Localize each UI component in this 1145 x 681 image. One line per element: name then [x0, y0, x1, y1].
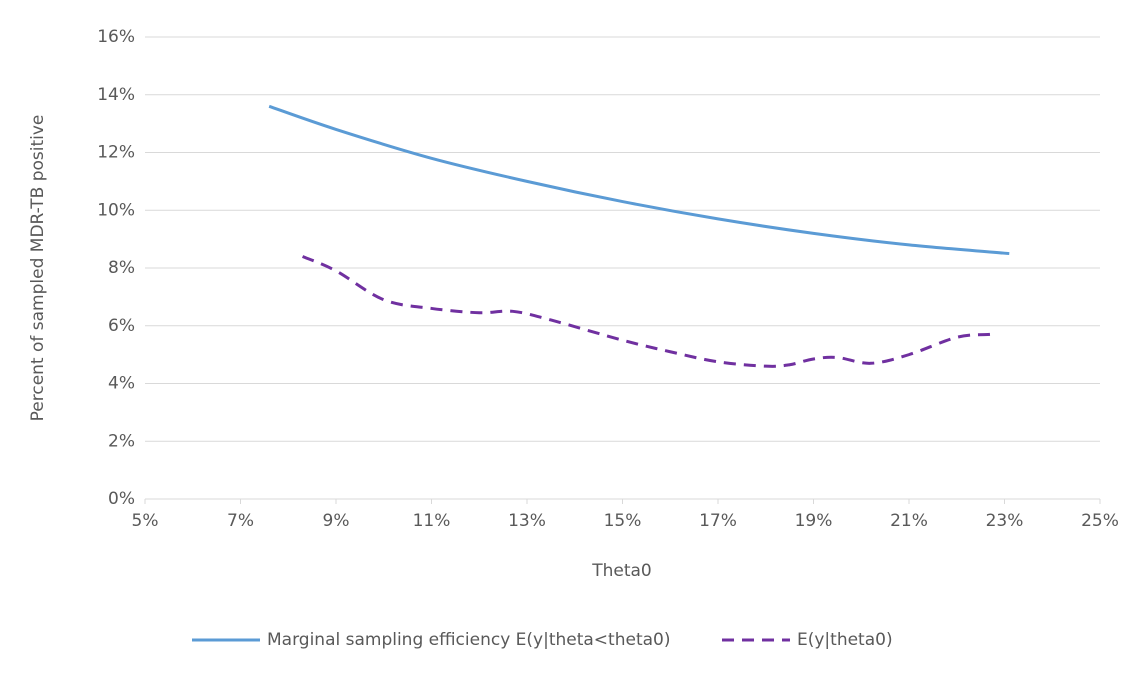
- x-tick-label: 19%: [795, 511, 833, 531]
- y-tick-label: 0%: [108, 489, 135, 509]
- y-tick-label: 4%: [108, 374, 135, 394]
- x-tick-label: 15%: [604, 511, 642, 531]
- x-tick-label: 5%: [132, 511, 159, 531]
- x-tick-label: 23%: [986, 511, 1024, 531]
- x-tick-label: 13%: [508, 511, 546, 531]
- x-tick-label: 21%: [890, 511, 928, 531]
- x-tick-label: 11%: [413, 511, 451, 531]
- line-series: [268, 104, 1010, 256]
- y-tick-label: 10%: [97, 200, 135, 220]
- legend-label: Marginal sampling efficiency E(y|theta<t…: [267, 630, 670, 650]
- x-tick-label: 7%: [227, 511, 254, 531]
- legend-label: E(y|theta0): [797, 630, 893, 650]
- y-tick-label: 16%: [97, 27, 135, 47]
- y-tick-label: 6%: [108, 316, 135, 336]
- y-tick-label: 2%: [108, 431, 135, 451]
- x-tick-label: 17%: [699, 511, 737, 531]
- y-tick-label: 8%: [108, 258, 135, 278]
- x-tick-label: 25%: [1081, 511, 1119, 531]
- y-tick-label: 14%: [97, 85, 135, 105]
- y-axis-label: Percent of sampled MDR-TB positive: [28, 115, 48, 422]
- line-series: [301, 255, 991, 368]
- y-tick-label: 12%: [97, 143, 135, 163]
- x-axis-label: Theta0: [591, 561, 652, 581]
- x-tick-label: 9%: [323, 511, 350, 531]
